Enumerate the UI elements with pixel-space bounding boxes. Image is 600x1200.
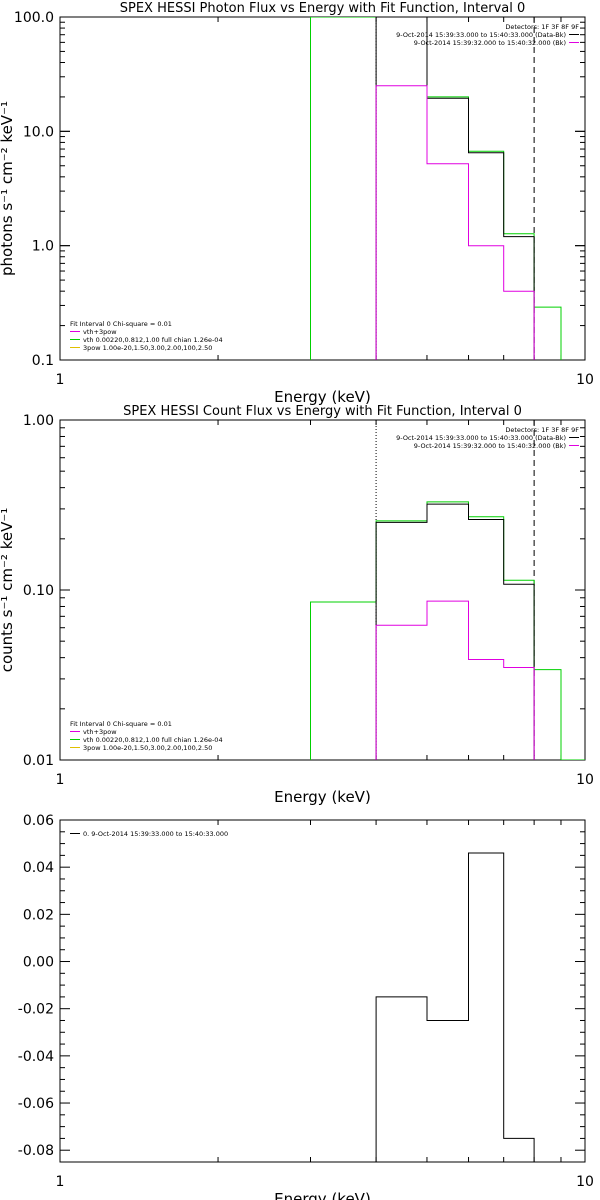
plot-frame xyxy=(59,819,586,1163)
y-tick-label: 1.0 xyxy=(32,239,54,255)
x-tick-label: 1 xyxy=(56,372,65,388)
legend-fit-header: Fit Interval 0 Chi-square = 0.01 xyxy=(70,720,172,728)
legend-entry: vth+3pow xyxy=(83,328,117,336)
legend-fit-header: Fit Interval 0 Chi-square = 0.01 xyxy=(70,320,172,328)
series-vth_3pow-line xyxy=(375,600,535,760)
series-vth-line xyxy=(310,501,585,760)
legend-detectors: Detectors: 1F 3F 8F 9F xyxy=(505,23,579,31)
x-axis-label: Energy (keV) xyxy=(274,788,371,806)
x-tick-label: 1 xyxy=(56,772,65,788)
x-tick-label: 10 xyxy=(576,1174,594,1190)
x-axis-label: Energy (keV) xyxy=(274,388,371,406)
y-tick-label: -0.02 xyxy=(18,1002,54,1018)
series-total-line xyxy=(375,503,535,760)
plot-area xyxy=(375,852,535,1162)
y-tick-label: -0.04 xyxy=(18,1049,54,1065)
y-tick-label: 0.04 xyxy=(23,860,54,876)
legend-detectors: Detectors: 1F 3F 8F 9F xyxy=(505,426,579,434)
x-tick-label: 10 xyxy=(576,772,594,788)
plot-frame xyxy=(59,419,586,761)
y-tick-label: -0.06 xyxy=(18,1096,54,1112)
legend-entry: vth 0.00220,0.812,1.00 full chian 1.26e-… xyxy=(83,336,223,344)
legend-entry: 9-Oct-2014 15:39:33.000 to 15:40:33.000 … xyxy=(396,434,566,442)
series-total-line xyxy=(375,852,535,1162)
chart-title: SPEX HESSI Photon Flux vs Energy with Fi… xyxy=(120,1,526,16)
plot-area xyxy=(310,420,585,760)
y-tick-label: 0.10 xyxy=(23,583,54,599)
plot-area xyxy=(310,17,562,360)
legend-entry: 9-Oct-2014 15:39:32.000 to 15:40:32.000 … xyxy=(414,39,566,47)
y-tick-label: 0.00 xyxy=(23,955,54,971)
legend-entry: 3pow 1.00e-20,1.50,3.00,2.00,100,2.50 xyxy=(83,344,212,352)
legend-entry: 3pow 1.00e-20,1.50,3.00,2.00,100,2.50 xyxy=(83,744,212,752)
y-tick-label: 0.1 xyxy=(32,353,54,369)
chart-panel-1: 1 10 0.1 1.0 10.0 100.0 SPEX HESSI Photon Flux… xyxy=(0,1,594,406)
series-vth_3pow-line xyxy=(375,85,535,360)
x-tick-label: 1 xyxy=(56,1174,65,1190)
x-tick-label: 10 xyxy=(576,372,594,388)
y-tick-label: 0.06 xyxy=(23,813,54,829)
legend-entry: 0. 9-Oct-2014 15:39:33.000 to 15:40:33.0… xyxy=(83,830,228,838)
plot-frame xyxy=(59,16,586,361)
chart-panel-3: 1 10 0.06 0.04 0.02 0.00 -0.02 -0.04 -0.06 -0.08 E… xyxy=(18,813,594,1200)
y-tick-label: -0.08 xyxy=(18,1143,54,1159)
y-axis-label: photons s⁻¹ cm⁻² keV⁻¹ xyxy=(0,101,16,276)
series-vth-line xyxy=(310,17,562,360)
y-tick-label: 0.02 xyxy=(23,907,54,923)
legend-entry: 9-Oct-2014 15:39:33.000 to 15:40:33.000 … xyxy=(396,31,566,39)
legend-entry: vth+3pow xyxy=(83,728,117,736)
legend-entry: 9-Oct-2014 15:39:32.000 to 15:40:32.000 … xyxy=(414,442,566,450)
y-tick-label: 10.0 xyxy=(23,124,54,140)
x-axis-label: Energy (keV) xyxy=(274,1190,371,1200)
chart-panel-2: 1 10 0.01 0.10 1.00 SPEX HESSI Count Flux vs … xyxy=(0,404,594,806)
y-tick-label: 0.01 xyxy=(23,753,54,769)
y-axis-label: counts s⁻¹ cm⁻² keV⁻¹ xyxy=(0,508,16,673)
chart-title: SPEX HESSI Count Flux vs Energy with Fit… xyxy=(123,404,522,419)
series-total-line xyxy=(375,17,535,360)
legend-entry: vth 0.00220,0.812,1.00 full chian 1.26e-… xyxy=(83,736,223,744)
y-tick-label: 1.00 xyxy=(23,413,54,429)
y-tick-label: 100.0 xyxy=(14,10,54,26)
